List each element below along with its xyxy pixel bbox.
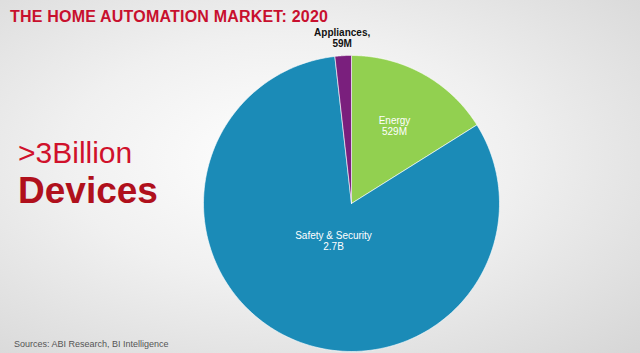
svg-text:Appliances,59M: Appliances,59M bbox=[314, 27, 370, 50]
html-text:THE HOME AUTOMATION MARKET: 20: THE HOME AUTOMATION MARKET: 2020 bbox=[10, 8, 329, 25]
svg-text:Safety & Security2.7B: Safety & Security2.7B bbox=[295, 230, 372, 253]
html-text:Sources: ABI Research, BI Inte: Sources: ABI Research, BI Intelligence bbox=[14, 339, 169, 349]
html-text:>3Billion: >3Billion bbox=[18, 136, 133, 169]
html-text:Devices: Devices bbox=[18, 170, 158, 211]
svg-text:Energy529M: Energy529M bbox=[379, 115, 411, 138]
